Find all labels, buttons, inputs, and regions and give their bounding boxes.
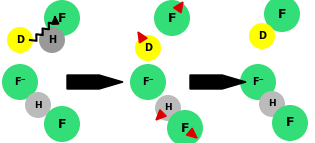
- Text: F⁻: F⁻: [14, 77, 26, 87]
- Circle shape: [272, 105, 308, 141]
- Text: F: F: [168, 11, 176, 24]
- Text: F: F: [58, 118, 66, 131]
- Text: D: D: [16, 35, 24, 45]
- Text: D: D: [258, 31, 266, 41]
- Circle shape: [264, 0, 300, 32]
- Circle shape: [44, 0, 80, 36]
- Polygon shape: [156, 110, 166, 120]
- Circle shape: [154, 0, 190, 36]
- Circle shape: [259, 91, 285, 117]
- Polygon shape: [67, 75, 123, 89]
- Circle shape: [39, 27, 65, 53]
- Polygon shape: [174, 2, 183, 13]
- Text: H: H: [34, 101, 42, 110]
- Circle shape: [2, 64, 38, 100]
- Text: F⁻: F⁻: [142, 77, 154, 87]
- Polygon shape: [138, 32, 147, 43]
- Text: H: H: [268, 100, 276, 109]
- Text: F: F: [278, 7, 286, 20]
- Polygon shape: [52, 17, 58, 24]
- Text: F: F: [58, 11, 66, 24]
- Circle shape: [167, 110, 203, 143]
- Circle shape: [135, 35, 161, 61]
- Text: H: H: [48, 35, 56, 45]
- Text: F: F: [286, 117, 294, 130]
- Circle shape: [249, 23, 275, 49]
- Circle shape: [7, 27, 33, 53]
- Text: D: D: [144, 43, 152, 53]
- Circle shape: [44, 106, 80, 142]
- Text: H: H: [164, 104, 172, 113]
- Polygon shape: [190, 75, 246, 89]
- Polygon shape: [186, 128, 197, 138]
- Circle shape: [130, 64, 166, 100]
- Text: F⁻: F⁻: [252, 77, 264, 87]
- Circle shape: [155, 95, 181, 121]
- Circle shape: [240, 64, 276, 100]
- Text: F: F: [181, 122, 189, 135]
- Polygon shape: [52, 17, 59, 24]
- Circle shape: [25, 92, 51, 118]
